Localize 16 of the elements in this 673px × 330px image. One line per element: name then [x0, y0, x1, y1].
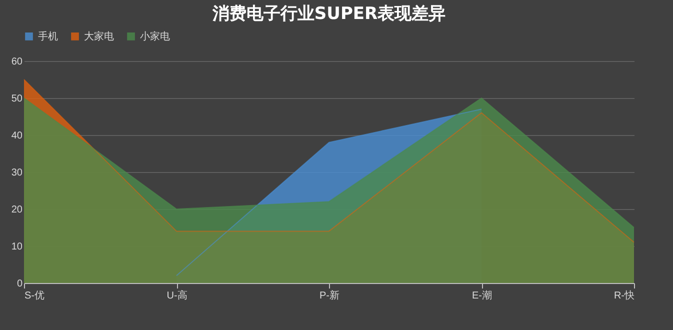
x-tick-label: R-快 [614, 290, 634, 302]
chart-title: 消费电子行业SUPER表现差异 [211, 4, 446, 24]
y-tick-label: 40 [11, 130, 23, 142]
legend-label: 大家电 [84, 30, 114, 42]
x-tick-label: P-新 [320, 290, 340, 302]
x-tick-label: U-高 [166, 290, 188, 302]
x-tick-label: E-潮 [472, 290, 492, 302]
y-tick-label: 20 [11, 204, 23, 216]
legend-label: 手机 [38, 30, 58, 42]
y-tick-label: 60 [11, 56, 23, 68]
y-tick-label: 10 [11, 242, 23, 252]
x-tick-label: S-优 [24, 290, 44, 302]
legend-label: 小家电 [140, 30, 170, 42]
y-tick-label: 0 [16, 278, 23, 290]
y-tick-label: 50 [11, 94, 23, 104]
y-tick-label: 30 [11, 168, 23, 178]
